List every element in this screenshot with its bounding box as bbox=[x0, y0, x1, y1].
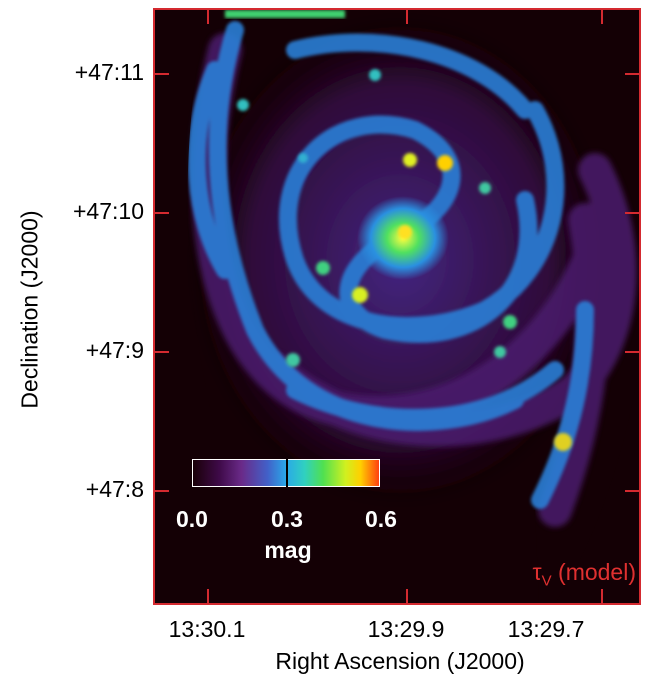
tau-symbol: τ bbox=[532, 559, 542, 585]
colorbar-unit-label: mag bbox=[264, 537, 312, 563]
y-axis-title: Declination (J2000) bbox=[16, 210, 43, 409]
x-tick-label: 13:30.1 bbox=[168, 616, 246, 642]
y-tick-label: +47:11 bbox=[74, 59, 144, 85]
image-panel bbox=[153, 8, 641, 605]
colorbar-tick-label: 0.0 bbox=[176, 506, 208, 532]
x-axis-title: Right Ascension (J2000) bbox=[275, 648, 525, 674]
colorbar-mid-tick bbox=[286, 459, 288, 487]
galaxy-dust-map-image bbox=[155, 10, 639, 603]
y-tick-label: +47:10 bbox=[73, 198, 144, 224]
colorbar-tick-label: 0.6 bbox=[365, 506, 397, 532]
y-tick-label: +47:8 bbox=[85, 476, 144, 502]
colorbar-tick-label: 0.3 bbox=[271, 506, 303, 532]
x-tick-label: 13:29.9 bbox=[367, 616, 445, 642]
x-tick-label: 13:29.7 bbox=[507, 616, 585, 642]
y-tick-label: +47:9 bbox=[85, 337, 144, 363]
tau-subscript: V bbox=[541, 572, 552, 590]
panel-label: τV (model) bbox=[486, 560, 636, 594]
panel-label-text: (model) bbox=[558, 559, 636, 585]
